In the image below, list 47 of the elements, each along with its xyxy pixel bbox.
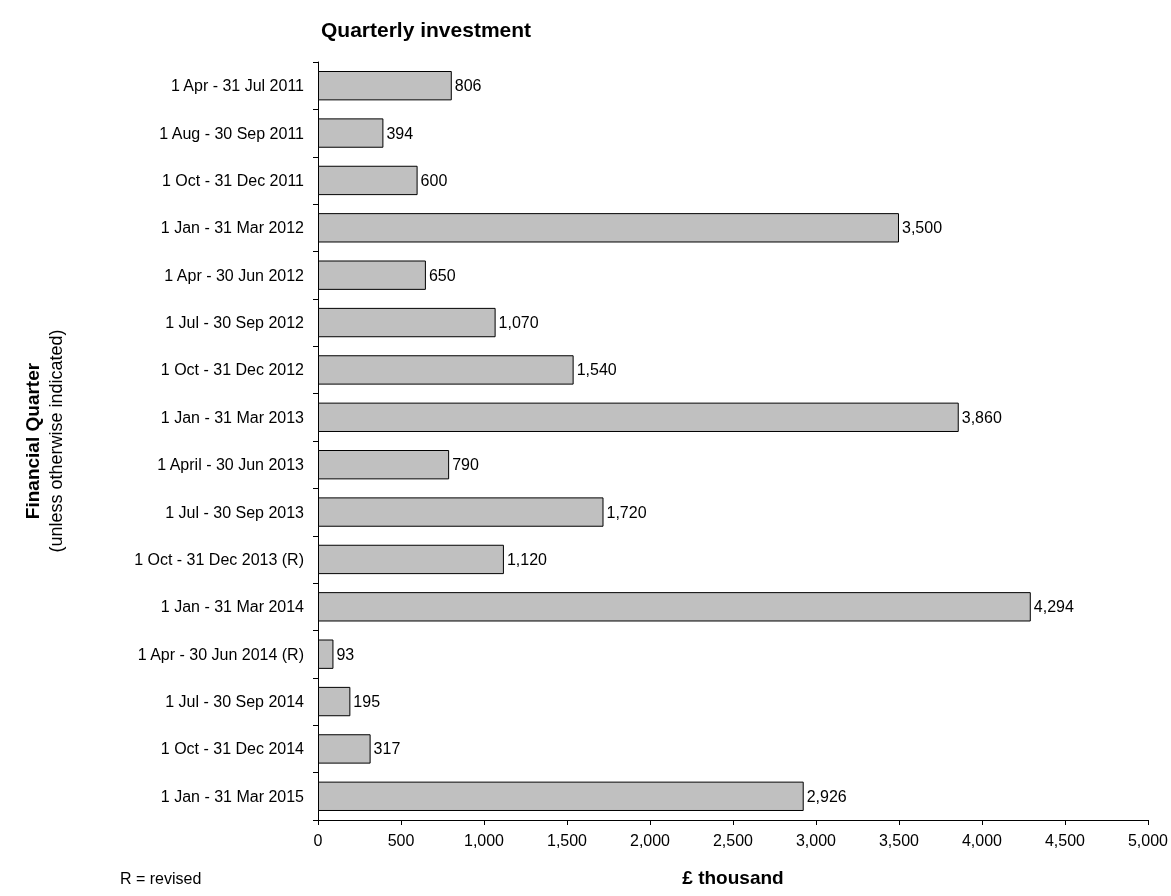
y-tick-label: 1 Oct - 31 Dec 2014 [160,740,305,758]
data-label: 1,070 [498,314,539,332]
data-label: 650 [428,266,456,284]
y-tick-label: 1 Jul - 30 Sep 2014 [165,693,305,711]
y-tick-label: 1 Jan - 31 Mar 2012 [160,219,305,237]
y-tick-label: 1 Oct - 31 Dec 2012 [160,361,305,379]
data-label: 2,926 [806,787,847,805]
data-label: 3,500 [901,219,943,237]
y-tick-label: 1 Apr - 31 Jul 2011 [170,77,305,95]
y-tick-label: 1 Apr - 30 Jun 2012 [164,266,305,284]
y-tick-label: 1 Jan - 31 Mar 2013 [160,408,305,426]
x-tick-label: 3,000 [795,831,837,849]
data-label: 600 [420,171,448,189]
y-tick-label: 1 Jul - 30 Sep 2012 [165,314,305,332]
data-label: 3,860 [961,408,1002,426]
data-label: 1,120 [506,550,548,568]
data-label: 317 [373,740,401,758]
x-tick-label: 0 [313,831,323,849]
x-tick-label: 2,500 [712,831,754,849]
y-tick-label: 1 Jan - 31 Mar 2015 [160,787,305,805]
x-tick-label: 3,500 [878,831,920,849]
x-tick-label: 1,000 [463,831,505,849]
x-tick-label: 1,500 [546,831,588,849]
data-label: 4,294 [1033,598,1074,616]
x-tick-label: 2,000 [629,831,671,849]
y-tick-label: 1 Jul - 30 Sep 2013 [165,503,305,521]
data-label: 195 [353,693,381,711]
y-tick-label: 1 April - 30 Jun 2013 [157,456,305,474]
y-tick-label: 1 Oct - 31 Dec 2011 [162,171,305,189]
data-label: 806 [454,77,482,95]
y-tick-label: 1 Apr - 30 Jun 2014 (R) [137,645,304,663]
x-axis-title: £ thousand [682,867,784,888]
x-tick-label: 4,000 [961,831,1003,849]
x-tick-label: 4,500 [1044,831,1086,849]
chart-title: Quarterly investment [321,18,532,41]
data-label: 93 [336,645,355,663]
y-tick-label: 1 Jan - 31 Mar 2014 [160,598,305,616]
text: R = revised [120,869,202,887]
y-axis-title: Financial Quarter (unless otherwise indicated) [21,329,66,553]
y-tick-label: 1 Oct - 31 Dec 2013 (R) [134,550,304,568]
x-tick-label: 500 [387,831,415,849]
data-label: 1,540 [576,361,617,379]
data-label: 790 [452,456,479,474]
data-label: 1,720 [606,503,647,521]
x-tick-label: 5,000 [1127,831,1169,849]
data-label: 394 [386,124,414,142]
y-tick-label: 1 Aug - 30 Sep 2011 [159,124,305,142]
